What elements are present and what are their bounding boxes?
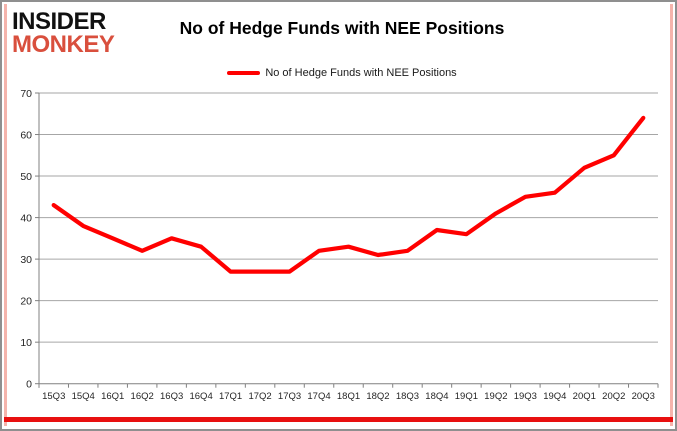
x-axis-label: 19Q4 [543, 391, 566, 402]
x-axis-label: 17Q1 [219, 391, 242, 402]
right-accent-stripe [670, 4, 673, 426]
x-axis-label: 18Q2 [366, 391, 389, 402]
y-axis-label: 40 [20, 212, 32, 224]
logo-text-monkey: MONKEY [12, 30, 115, 58]
x-axis-label: 20Q2 [602, 391, 625, 402]
legend: No of Hedge Funds with NEE Positions [42, 62, 642, 80]
x-axis-label: 19Q2 [484, 391, 507, 402]
y-axis-label: 50 [20, 171, 32, 183]
bottom-red-bar [4, 417, 673, 422]
x-axis-label: 19Q1 [455, 391, 478, 402]
y-axis-label: 60 [20, 129, 32, 141]
y-axis-label: 10 [20, 337, 32, 349]
y-axis-label: 20 [20, 295, 32, 307]
x-axis-label: 16Q2 [131, 391, 154, 402]
left-accent-stripe [4, 4, 7, 426]
x-axis-label: 18Q1 [337, 391, 360, 402]
insider-monkey-logo: INSIDER MONKEY [12, 8, 115, 58]
x-axis-label: 16Q1 [101, 391, 124, 402]
x-axis-label: 15Q4 [72, 391, 95, 402]
legend-line-swatch [227, 71, 261, 75]
x-axis-label: 16Q4 [189, 391, 212, 402]
y-axis-label: 0 [26, 379, 32, 391]
x-axis-label: 19Q3 [514, 391, 537, 402]
x-axis-label: 15Q3 [42, 391, 65, 402]
x-axis-label: 20Q3 [632, 391, 655, 402]
x-axis-label: 17Q2 [248, 391, 271, 402]
page-title: No of Hedge Funds with NEE Positions [179, 18, 505, 38]
series-line [51, 115, 646, 274]
x-axis-label: 18Q3 [396, 391, 419, 402]
title-row: No of Hedge Funds with NEE Positions [42, 18, 642, 39]
y-axis-label: 30 [20, 254, 32, 266]
legend-item: No of Hedge Funds with NEE Positions [227, 67, 457, 79]
x-axis-label: 16Q3 [160, 391, 183, 402]
x-axis-label: 17Q3 [278, 391, 301, 402]
y-axis-label: 70 [20, 88, 32, 100]
x-axis-label: 18Q4 [425, 391, 448, 402]
legend-label: No of Hedge Funds with NEE Positions [265, 67, 457, 79]
logo-text-insider: INSIDER [12, 8, 106, 35]
x-axis-label: 20Q1 [573, 391, 596, 402]
x-axis-label: 17Q4 [307, 391, 330, 402]
